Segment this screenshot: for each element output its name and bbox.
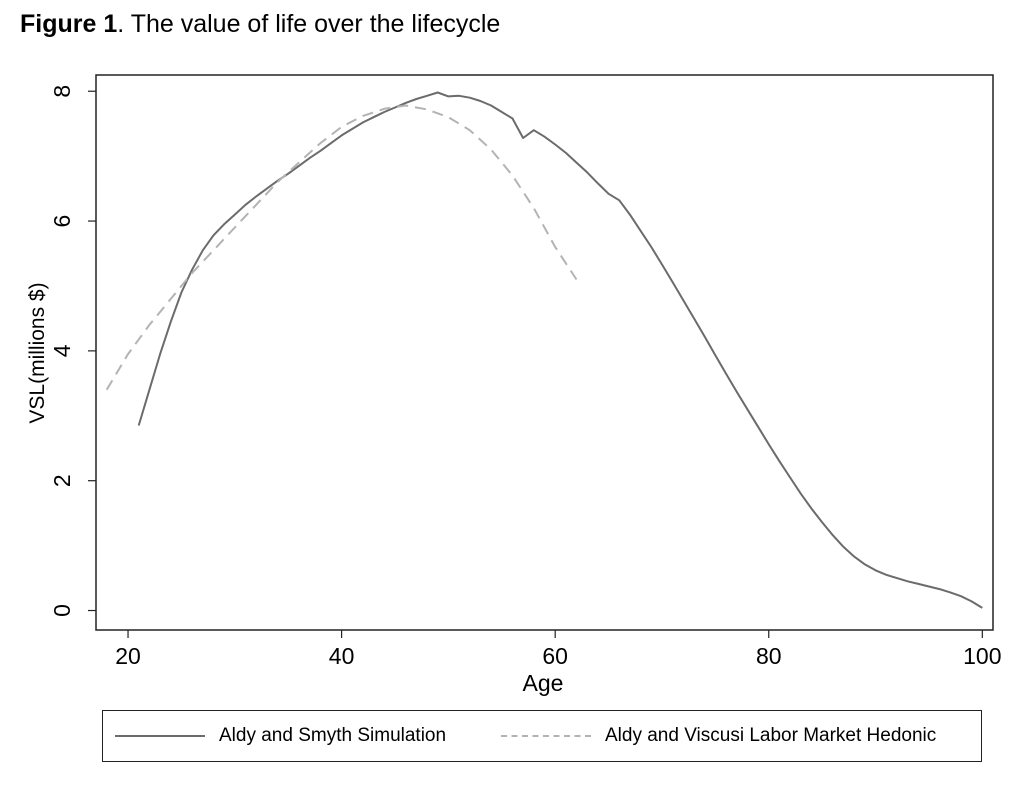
line-chart: 20 40 60 80 100 0 2 4 6 8 Age VSL(millions $)	[26, 74, 1002, 696]
x-tick-label: 20	[115, 643, 141, 669]
legend-swatch-solid	[115, 735, 205, 737]
series-layer	[105, 91, 983, 609]
figure-label: Figure 1	[20, 10, 118, 38]
y-tick-label: 8	[49, 85, 75, 98]
legend-label-simulation: Aldy and Smyth Simulation	[219, 725, 447, 746]
legend: Aldy and Smyth Simulation Aldy and Viscu…	[102, 710, 982, 762]
series-line-simulation	[137, 91, 983, 609]
y-axis-label: VSL(millions $)	[26, 282, 49, 423]
y-tick-label: 6	[49, 215, 75, 228]
x-tick-label: 40	[329, 643, 355, 669]
plot-frame	[95, 74, 994, 631]
y-tick-label: 4	[49, 344, 75, 357]
figure-title: Figure 1. The value of life over the lif…	[20, 10, 500, 39]
x-tick-label: 100	[963, 643, 1001, 669]
x-axis-label: Age	[523, 670, 564, 696]
x-tick-label: 80	[756, 643, 782, 669]
legend-item-simulation: Aldy and Smyth Simulation	[115, 711, 446, 761]
x-tick-label: 60	[542, 643, 568, 669]
figure-caption: . The value of life over the lifecycle	[117, 10, 501, 38]
legend-swatch-dashed	[501, 735, 591, 737]
legend-item-hedonic: Aldy and Viscusi Labor Market Hedonic	[501, 711, 936, 761]
axes: 20 40 60 80 100 0 2 4 6 8	[49, 85, 1002, 669]
y-tick-label: 2	[49, 474, 75, 487]
series-line-hedonic	[105, 104, 578, 391]
y-tick-label: 0	[49, 604, 75, 617]
legend-label-hedonic: Aldy and Viscusi Labor Market Hedonic	[605, 725, 937, 746]
